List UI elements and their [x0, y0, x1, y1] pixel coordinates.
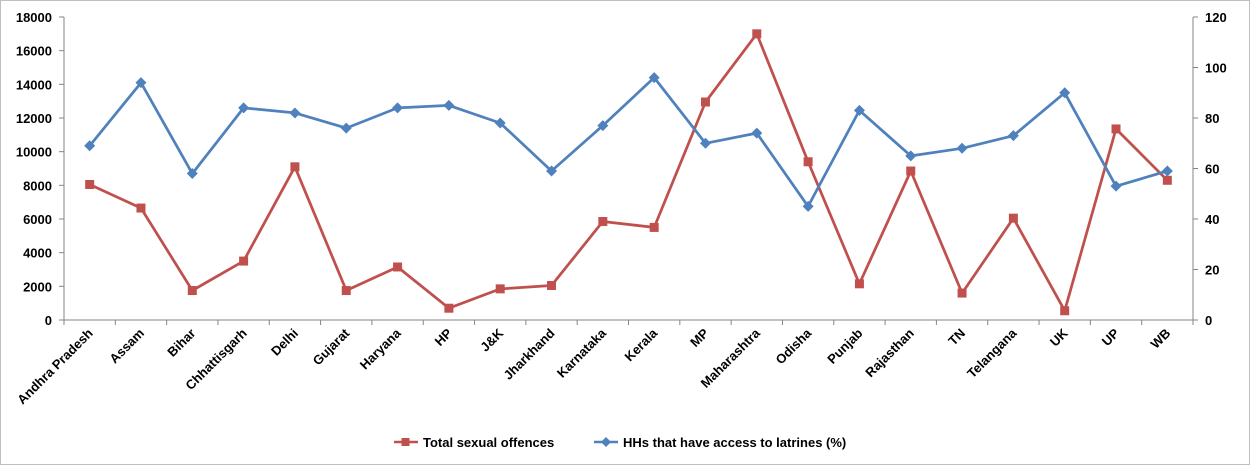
- data-point-latrines: [597, 120, 609, 132]
- x-tick-label: MP: [687, 325, 712, 350]
- legend-label-sexual-offences: Total sexual offences: [423, 435, 554, 450]
- x-tick-label: Jharkhand: [501, 325, 558, 382]
- x-tick-label: Karnataka: [554, 325, 610, 381]
- data-point-latrines: [546, 165, 558, 177]
- data-point-latrines: [84, 140, 96, 152]
- data-point-sexual-offences: [187, 286, 197, 296]
- y-right-tick-label: 100: [1205, 61, 1227, 76]
- data-point-sexual-offences: [136, 203, 146, 213]
- data-point-latrines: [1110, 180, 1122, 192]
- x-tick-label: Odisha: [772, 325, 814, 367]
- data-point-latrines: [443, 99, 455, 111]
- y-left-tick-label: 6000: [23, 212, 52, 227]
- x-tick-label: WB: [1148, 326, 1174, 352]
- data-point-sexual-offences: [906, 166, 916, 176]
- data-point-latrines: [1161, 165, 1173, 177]
- x-tick-label: Gujarat: [310, 325, 353, 368]
- data-point-sexual-offences: [598, 217, 608, 227]
- data-point-sexual-offences: [752, 29, 762, 39]
- x-tick-label: Punjab: [824, 325, 865, 366]
- series-layer: [84, 29, 1173, 316]
- data-point-sexual-offences: [854, 279, 864, 289]
- data-point-sexual-offences: [700, 97, 710, 107]
- y-left-tick-label: 10000: [16, 145, 52, 160]
- data-point-latrines: [340, 122, 352, 134]
- data-point-sexual-offences: [649, 222, 659, 232]
- y-right-tick-label: 60: [1205, 162, 1219, 177]
- x-tick-label: TN: [945, 326, 968, 349]
- data-point-latrines: [802, 200, 814, 212]
- data-point-sexual-offences: [290, 162, 300, 172]
- y-left-tick-label: 0: [45, 313, 52, 328]
- x-tick-label: Haryana: [357, 325, 404, 372]
- data-point-latrines: [1007, 130, 1019, 142]
- data-point-latrines: [238, 102, 250, 114]
- y-left-tick-label: 14000: [16, 77, 52, 92]
- legend-marker-latrines: [601, 437, 611, 447]
- data-point-sexual-offences: [957, 288, 967, 298]
- data-point-latrines: [751, 127, 763, 139]
- y-right-tick-label: 20: [1205, 263, 1219, 278]
- data-point-latrines: [699, 137, 711, 149]
- data-point-latrines: [956, 142, 968, 154]
- data-point-latrines: [392, 102, 404, 114]
- y-left-tick-label: 16000: [16, 44, 52, 59]
- y-left-tick-label: 4000: [23, 246, 52, 261]
- data-point-latrines: [494, 117, 506, 129]
- y-right-tick-label: 40: [1205, 212, 1219, 227]
- x-tick-label: Assam: [106, 326, 147, 367]
- data-point-latrines: [186, 168, 198, 180]
- y-right-tick-label: 0: [1205, 313, 1212, 328]
- y-left-tick-label: 18000: [16, 10, 52, 25]
- x-tick-label: Telangana: [964, 325, 1020, 381]
- y-left-tick-label: 8000: [23, 178, 52, 193]
- data-point-latrines: [135, 77, 147, 89]
- x-tick-label: Andhra Pradesh: [14, 325, 96, 407]
- axes: 0 2000 4000 6000 8000 10000 12000 14000 16000 180…: [14, 10, 1227, 407]
- data-point-sexual-offences: [85, 179, 95, 189]
- y-left-tick-label: 2000: [23, 279, 52, 294]
- data-point-latrines: [905, 150, 917, 162]
- x-tick-label: UP: [1099, 325, 1123, 349]
- data-point-sexual-offences: [803, 157, 813, 167]
- data-point-sexual-offences: [1111, 124, 1121, 134]
- x-tick-label: J&K: [477, 325, 506, 354]
- x-tick-label: Bihar: [164, 326, 198, 360]
- data-point-sexual-offences: [495, 284, 505, 294]
- series-line-1: [88, 76, 1168, 208]
- x-tick-label: UK: [1047, 325, 1071, 349]
- x-tick-label: Kerala: [622, 325, 661, 364]
- data-point-sexual-offences: [1060, 306, 1070, 316]
- data-point-latrines: [648, 72, 660, 84]
- data-point-latrines: [1059, 87, 1071, 99]
- y-right-tick-label: 80: [1205, 111, 1219, 126]
- data-point-latrines: [853, 104, 865, 116]
- y-left-tick-label: 12000: [16, 111, 52, 126]
- x-tick-label: Rajasthan: [862, 325, 917, 380]
- data-point-sexual-offences: [444, 303, 454, 313]
- data-point-latrines: [289, 107, 301, 119]
- data-point-sexual-offences: [393, 262, 403, 272]
- data-point-sexual-offences: [1162, 175, 1172, 185]
- series-line-0: [89, 32, 1169, 313]
- legend-label-latrines: HHs that have access to latrines (%): [623, 435, 846, 450]
- legend: Total sexual offences HHs that have acce…: [394, 435, 846, 450]
- legend-marker-sexual-offences: [401, 438, 410, 446]
- data-point-sexual-offences: [341, 286, 351, 296]
- x-tick-label: HP: [432, 325, 456, 349]
- data-point-sexual-offences: [547, 280, 557, 290]
- x-tick-label: Delhi: [268, 326, 301, 359]
- y-right-tick-label: 120: [1205, 10, 1227, 25]
- data-point-sexual-offences: [239, 256, 249, 266]
- data-point-sexual-offences: [1008, 213, 1018, 223]
